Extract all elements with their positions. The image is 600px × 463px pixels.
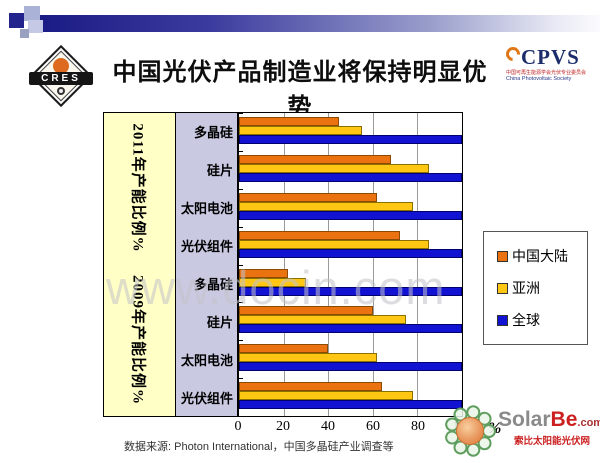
bar-row xyxy=(239,150,462,189)
bar-全球 xyxy=(239,400,462,410)
legend-label-global: 全球 xyxy=(512,314,540,329)
legend-label-china: 中国大陆 xyxy=(512,250,568,265)
cres-logo: CRES xyxy=(28,44,94,109)
solarbe-text-solar: Solar xyxy=(498,408,551,431)
gridline-60 xyxy=(372,113,374,416)
gridline-20 xyxy=(283,113,285,416)
cpvs-logo: CPVS 中国可再生能源学会光伏专业委员会 China Photovoltaic… xyxy=(503,44,598,82)
solarbe-logo-text: SolarBe.com xyxy=(498,408,600,432)
bar-中国大陆 xyxy=(239,117,340,126)
decor-square-gray xyxy=(20,29,29,38)
bar-row xyxy=(239,113,462,151)
bar-全球 xyxy=(239,362,462,372)
legend: 中国大陆 亚洲 全球 xyxy=(483,231,588,345)
legend-swatch-china xyxy=(497,250,508,262)
x-tick-label: 20 xyxy=(276,419,290,434)
x-tick-label: 0 xyxy=(234,419,242,434)
bar-row xyxy=(239,188,462,227)
category-label: 硅片 xyxy=(206,314,233,330)
bar-中国大陆 xyxy=(239,230,400,240)
bar-row xyxy=(239,302,462,340)
legend-item-asia: 亚洲 xyxy=(497,278,587,298)
category-label: 多晶硅 xyxy=(193,125,233,141)
x-tick-label: 60 xyxy=(366,419,380,434)
bar-亚洲 xyxy=(239,353,378,363)
bar-全球 xyxy=(239,248,462,258)
bar-全球 xyxy=(239,135,462,144)
bar-亚洲 xyxy=(239,391,413,401)
bar-中国大陆 xyxy=(239,382,382,392)
bar-亚洲 xyxy=(239,277,306,287)
x-tick-label: 40 xyxy=(321,419,335,434)
legend-item-china: 中国大陆 xyxy=(497,246,587,266)
category-label: 硅片 xyxy=(206,163,233,179)
solarbe-chinese-name: 索比太阳能光伏网 xyxy=(514,436,591,447)
legend-swatch-global xyxy=(497,314,508,326)
category-labels: 多晶硅 硅片 太阳电池 光伏组件 多晶硅 硅片 太阳电池 光伏组件 xyxy=(176,112,238,417)
bar-全球 xyxy=(239,210,462,220)
category-label: 多晶硅 xyxy=(193,276,233,292)
gridline-40 xyxy=(328,113,330,416)
bar-全球 xyxy=(239,286,462,296)
bar-中国大陆 xyxy=(239,268,289,278)
legend-swatch-asia xyxy=(497,282,508,294)
solarbe-text-be: Be xyxy=(550,408,578,431)
data-source-note: 数据来源: Photon International，中国多晶硅产业调查等 xyxy=(124,441,394,453)
bar-亚洲 xyxy=(239,163,429,173)
bar-rows xyxy=(239,113,462,416)
bar-row xyxy=(239,226,462,265)
bar-row xyxy=(239,264,462,303)
bar-中国大陆 xyxy=(239,306,373,316)
category-label: 太阳电池 xyxy=(180,352,233,368)
solarbe-watermark: SolarBe.com 索比太阳能光伏网 xyxy=(440,400,600,462)
bar-亚洲 xyxy=(239,239,429,249)
cres-banner-label: CRES xyxy=(29,72,93,85)
x-tick-label: 80 xyxy=(411,419,425,434)
page-title: 中国光伏产品制造业将保持明显优势 xyxy=(112,59,488,121)
solarbe-text-com: .com xyxy=(577,417,600,429)
group-label-2011: 2011年产能比例% xyxy=(129,123,146,253)
bar-全球 xyxy=(239,172,462,182)
decor-square-light-1 xyxy=(24,6,40,21)
decor-square-light-2 xyxy=(28,20,43,33)
bar-row xyxy=(239,378,462,416)
legend-item-global: 全球 xyxy=(497,310,587,330)
cpvs-acronym: CPVS xyxy=(521,45,580,69)
top-gradient-bar xyxy=(39,15,600,32)
bar-亚洲 xyxy=(239,126,362,135)
bar-亚洲 xyxy=(239,201,413,211)
x-axis: 020406080100 xyxy=(234,419,474,435)
bar-中国大陆 xyxy=(239,192,378,202)
gridline-80 xyxy=(417,113,419,416)
cpvs-swirl-icon xyxy=(503,44,523,64)
cres-gear-icon xyxy=(57,87,65,95)
bar-亚洲 xyxy=(239,315,407,325)
solarbe-flower-icon xyxy=(443,404,497,458)
cres-sun-icon xyxy=(53,58,69,74)
group-label-2009: 2009年产能比例% xyxy=(129,274,146,406)
decor-square-navy xyxy=(9,13,24,28)
bar-中国大陆 xyxy=(239,154,391,164)
bar-row xyxy=(239,340,462,378)
category-label: 光伏组件 xyxy=(180,390,233,406)
cpvs-chinese-name: 中国可再生能源学会光伏专业委员会 xyxy=(506,70,587,76)
category-label: 太阳电池 xyxy=(180,201,233,217)
bar-中国大陆 xyxy=(239,344,329,354)
legend-label-asia: 亚洲 xyxy=(512,282,540,297)
bar-全球 xyxy=(239,324,462,334)
category-label: 光伏组件 xyxy=(180,239,233,255)
cpvs-english-name: China Photovoltaic Society xyxy=(506,76,572,82)
year-label-panel xyxy=(103,112,176,417)
plot-area xyxy=(238,112,463,417)
